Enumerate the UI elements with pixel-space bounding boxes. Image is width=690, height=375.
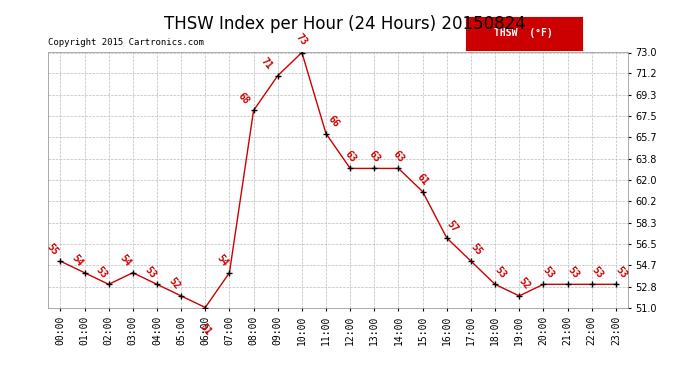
Text: THSW Index per Hour (24 Hours) 20150824: THSW Index per Hour (24 Hours) 20150824 xyxy=(164,15,526,33)
Text: Copyright 2015 Cartronics.com: Copyright 2015 Cartronics.com xyxy=(48,38,204,47)
Text: 53: 53 xyxy=(94,265,109,280)
Text: 53: 53 xyxy=(142,265,157,280)
Text: 52: 52 xyxy=(518,276,533,292)
Text: 53: 53 xyxy=(566,265,581,280)
Text: 53: 53 xyxy=(493,265,509,280)
Text: 51: 51 xyxy=(197,321,213,337)
Text: 68: 68 xyxy=(236,91,251,106)
Text: 53: 53 xyxy=(542,265,557,280)
Text: 61: 61 xyxy=(415,172,431,188)
Text: 53: 53 xyxy=(590,265,605,280)
Text: 54: 54 xyxy=(215,253,230,268)
Text: 63: 63 xyxy=(391,149,406,164)
Text: 55: 55 xyxy=(469,242,484,257)
Text: 71: 71 xyxy=(259,56,274,72)
Text: 63: 63 xyxy=(342,149,358,164)
Text: 54: 54 xyxy=(70,253,85,268)
Text: 57: 57 xyxy=(445,218,460,234)
Text: 73: 73 xyxy=(294,32,310,47)
Text: 53: 53 xyxy=(614,265,629,280)
Text: 54: 54 xyxy=(118,253,133,268)
Text: THSW  (°F): THSW (°F) xyxy=(494,28,553,39)
Text: 63: 63 xyxy=(366,149,382,164)
Text: 52: 52 xyxy=(166,276,181,292)
Text: 55: 55 xyxy=(44,242,59,257)
Text: 66: 66 xyxy=(326,114,341,129)
